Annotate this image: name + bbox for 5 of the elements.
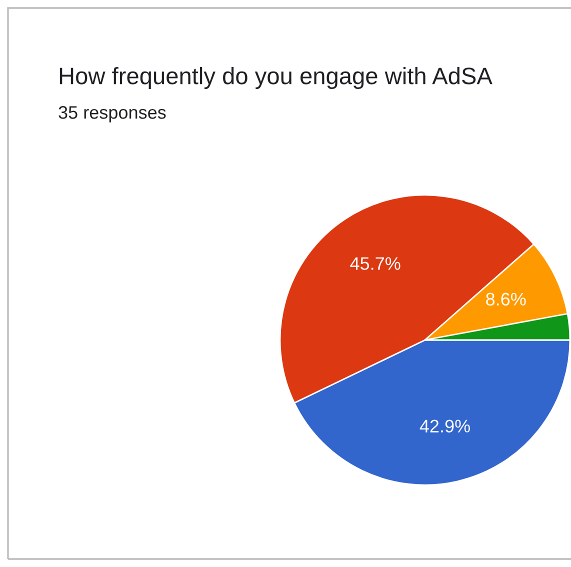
data-label: 8.6% [486, 292, 526, 306]
data-label: 45.7% [350, 257, 400, 270]
text: 35 responses [58, 106, 166, 122]
chart-title: How frequently do you engage with AdSA [60, 66, 492, 90]
data-label: 42.9% [420, 420, 470, 432]
